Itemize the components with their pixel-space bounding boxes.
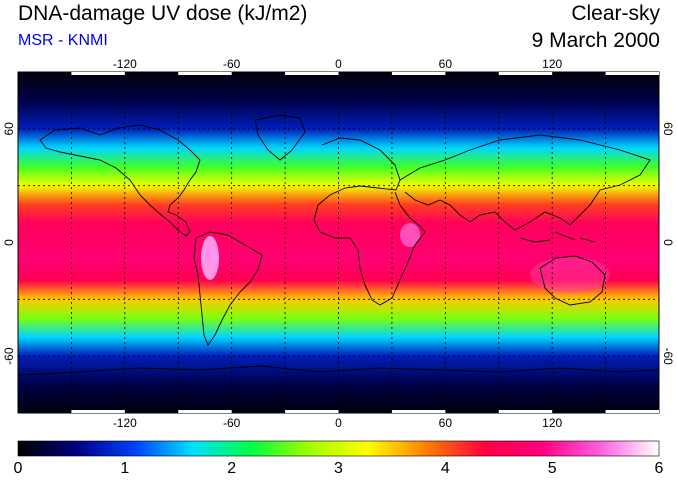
colorbar-tick-label: 1 bbox=[120, 460, 130, 477]
antarctica-coastline bbox=[18, 365, 659, 376]
frame-tick-bar bbox=[285, 410, 339, 413]
coastlines bbox=[18, 114, 659, 376]
tick-label: 60 bbox=[2, 122, 16, 136]
colorbar-tick-label: 4 bbox=[440, 460, 450, 477]
map-title: DNA-damage UV dose (kJ/m2) bbox=[18, 2, 308, 25]
frame-tick-bar bbox=[285, 72, 339, 75]
frame-ticks bbox=[71, 72, 659, 413]
north-america-coastline bbox=[39, 124, 201, 237]
tick-label: -60 bbox=[223, 57, 241, 71]
tick-label: -60 bbox=[2, 347, 16, 365]
tick-label: 60 bbox=[439, 416, 453, 430]
frame-tick-bar bbox=[71, 410, 125, 413]
graticule bbox=[18, 72, 659, 413]
tick-label: 120 bbox=[542, 416, 562, 430]
frame-tick-bar bbox=[498, 410, 553, 413]
tick-label: -60 bbox=[223, 416, 241, 430]
tick-label: 120 bbox=[542, 57, 562, 71]
colorbar-tick-label: 0 bbox=[13, 460, 23, 477]
frame-tick-bar bbox=[605, 410, 659, 413]
tick-label: 0 bbox=[661, 239, 675, 246]
frame-tick-bar bbox=[605, 72, 659, 75]
africa-europe-coastline bbox=[313, 137, 426, 306]
frame-tick-bar bbox=[391, 410, 446, 413]
colorbar-tick-label: 6 bbox=[654, 460, 664, 477]
maritime-asia-coastline bbox=[519, 231, 596, 243]
frame-tick-bar bbox=[178, 72, 232, 75]
australia-coastline bbox=[539, 255, 606, 306]
frame-tick-bar bbox=[498, 72, 553, 75]
frame-tick-bar bbox=[391, 72, 446, 75]
asia-coastline bbox=[399, 134, 651, 231]
tick-label: 60 bbox=[439, 57, 453, 71]
tick-label: 60 bbox=[661, 122, 675, 136]
south-america-coastline bbox=[193, 231, 263, 346]
tick-labels: -120 -120 -60 -60 0 0 60 60 120 120 60 60 0 0 -60 -60 bbox=[2, 57, 675, 430]
east-africa-hotspot bbox=[400, 223, 420, 247]
colorbar-tick-label: 2 bbox=[227, 460, 237, 477]
frame-tick-bar bbox=[71, 72, 125, 75]
tick-label: -60 bbox=[661, 347, 675, 365]
tick-label: 0 bbox=[335, 57, 342, 71]
source-label: MSR - KNMI bbox=[18, 32, 108, 49]
tick-label: -120 bbox=[113, 57, 137, 71]
colorbar-tick-label: 3 bbox=[334, 460, 343, 477]
tick-label: 0 bbox=[335, 416, 342, 430]
australia-hotspot bbox=[530, 257, 610, 293]
date-label: 9 March 2000 bbox=[531, 29, 660, 52]
tick-label: -120 bbox=[113, 416, 137, 430]
tick-label: 0 bbox=[2, 239, 16, 246]
andes-hotspot bbox=[201, 236, 219, 280]
greenland-coastline bbox=[254, 114, 306, 161]
colorbar bbox=[17, 440, 660, 457]
colorbar-tick-label: 5 bbox=[547, 460, 557, 477]
frame-tick-bar bbox=[178, 410, 232, 413]
sky-condition-label: Clear-sky bbox=[571, 2, 660, 25]
